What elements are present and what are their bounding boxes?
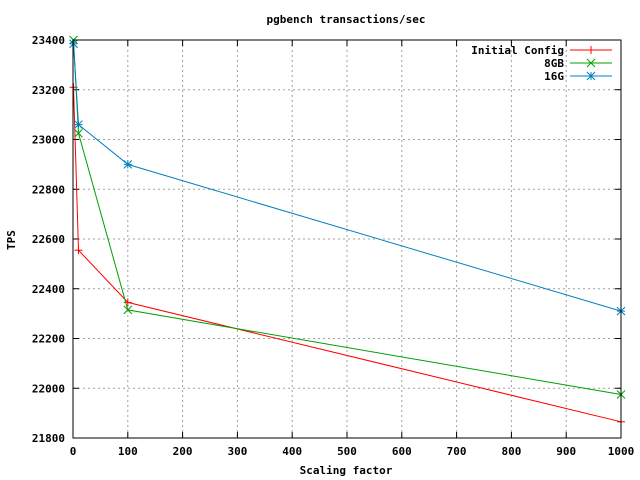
x-tick-label: 0 <box>70 445 77 458</box>
marker-stroke <box>123 160 133 169</box>
y-tick-label: 23000 <box>32 134 65 147</box>
data-point <box>123 160 133 169</box>
legend-entry: Initial Config <box>471 44 612 57</box>
legend-entry: 8GB <box>544 57 612 70</box>
x-axis-label: Scaling factor <box>300 464 393 477</box>
marker-stroke <box>586 58 596 68</box>
y-tick-label: 21800 <box>32 432 65 445</box>
legend-label: 8GB <box>544 57 564 70</box>
x-tick-label: 400 <box>282 445 302 458</box>
series-initial-config <box>69 83 625 426</box>
series-line-16g <box>73 43 622 312</box>
grid <box>73 40 621 438</box>
y-tick-label: 23400 <box>32 34 65 47</box>
y-axis-label: TPS <box>5 230 18 250</box>
marker-stroke <box>123 305 133 315</box>
x-tick-label: 200 <box>173 445 193 458</box>
series-line-initial-config <box>73 87 622 423</box>
tick-labels: 0 100 200 300 400 500 600 700 800 900 1000 21800 220… <box>32 34 634 458</box>
data-point <box>74 246 83 255</box>
legend-label: Initial Config <box>471 44 564 57</box>
y-tick-label: 22600 <box>32 233 65 246</box>
y-tick-label: 22000 <box>32 382 65 395</box>
x-tick-label: 900 <box>556 445 576 458</box>
data-point <box>74 120 83 129</box>
x-tick-label: 500 <box>337 445 357 458</box>
marker-stroke <box>586 71 596 81</box>
x-tick-label: 800 <box>501 445 521 458</box>
plot-frame <box>72 39 622 439</box>
data-point <box>74 128 83 138</box>
data-point <box>123 305 133 315</box>
y-tick-label: 22400 <box>32 283 65 296</box>
x-tick-label: 300 <box>227 445 247 458</box>
y-tick-label: 22200 <box>32 333 65 346</box>
marker-stroke <box>74 128 83 138</box>
x-tick-label: 700 <box>447 445 467 458</box>
y-tick-label: 23200 <box>32 84 65 97</box>
series-group <box>69 35 626 426</box>
x-tick-label: 1000 <box>608 445 635 458</box>
marker-stroke <box>74 120 83 129</box>
chart-title: pgbench transactions/sec <box>267 13 426 26</box>
marker-stroke <box>69 39 78 49</box>
data-point <box>123 298 132 307</box>
legend-label: 16G <box>544 70 564 83</box>
y-tick-label: 22800 <box>32 183 65 196</box>
legend-entry: 16G <box>544 70 612 83</box>
data-point <box>69 39 78 49</box>
x-tick-label: 600 <box>392 445 412 458</box>
x-tick-label: 100 <box>118 445 138 458</box>
